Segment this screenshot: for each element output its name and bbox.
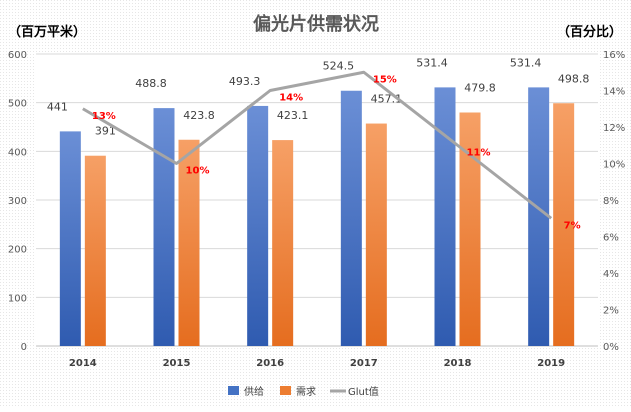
y-tick-left-label: 400	[8, 147, 27, 158]
legend-label: 需求	[296, 386, 316, 398]
x-tick-label: 2019	[537, 358, 565, 369]
bar-supply	[528, 87, 550, 347]
y-tick-right-label: 6%	[603, 233, 619, 244]
y-tick-left-label: 600	[8, 50, 27, 61]
bar-value-label: 441	[47, 100, 68, 113]
legend-label: 供给	[244, 385, 264, 398]
bar-supply	[153, 108, 175, 346]
bar-value-label: 391	[95, 125, 116, 138]
bar-value-label: 488.8	[135, 77, 167, 90]
y-tick-right-label: 14%	[603, 87, 625, 98]
x-tick-label: 2017	[350, 358, 378, 369]
bar-supply	[247, 105, 269, 346]
y-tick-right-label: 12%	[603, 123, 625, 134]
glut-value-label: 13%	[92, 111, 116, 122]
y-axis-right-ticks: 0% 2% 4% 6% 8% 10% 12% 14% 16%	[603, 50, 625, 353]
glut-line: 13% 10% 14% 15% 11% 7%	[82, 70, 581, 231]
bar-value-label: 493.3	[229, 75, 261, 88]
bar-value-label: 531.4	[416, 56, 448, 69]
bar-demand	[553, 103, 575, 346]
y-tick-right-label: 0%	[603, 342, 619, 353]
bar-supply	[59, 131, 81, 346]
y-axis-left-ticks: 0 100 200 300 400 500 600	[8, 50, 27, 353]
y-tick-left-label: 300	[8, 196, 27, 207]
x-tick-label: 2018	[444, 358, 472, 369]
x-tick-label: 2014	[69, 358, 97, 369]
y-tick-left-label: 200	[8, 245, 27, 256]
y-tick-left-label: 500	[8, 99, 27, 110]
x-tick-label: 2016	[256, 358, 284, 369]
glut-value-label: 14%	[279, 93, 303, 104]
chart-title: 偏光片供需状况	[253, 13, 379, 35]
bar-value-label: 423.1	[277, 109, 309, 122]
y-tick-right-label: 16%	[603, 50, 625, 61]
bar-supply	[340, 90, 362, 346]
glut-line-path	[82, 70, 553, 220]
x-tick-label: 2015	[163, 358, 191, 369]
bars: 441391488.8423.8493.3423.1524.5457.1531.…	[47, 56, 590, 347]
bar-value-label: 524.5	[323, 60, 355, 73]
bar-value-label: 531.4	[510, 56, 542, 69]
y-axis-left-label: （百万平米）	[8, 24, 86, 40]
glut-value-label: 11%	[467, 147, 491, 158]
y-tick-right-label: 4%	[603, 269, 619, 280]
bar-supply	[434, 87, 456, 347]
y-tick-right-label: 10%	[603, 160, 625, 171]
x-axis-ticks: 2014 2015 2016 2017 2018 2019	[69, 358, 565, 369]
bar-demand	[365, 123, 387, 346]
gridlines	[36, 53, 598, 347]
bar-demand	[178, 139, 200, 346]
glut-value-label: 7%	[564, 220, 581, 231]
y-tick-left-label: 0	[21, 342, 27, 353]
bar-demand	[459, 112, 481, 346]
bar-demand	[272, 140, 294, 346]
glut-value-label: 15%	[373, 74, 397, 85]
bar-value-label: 498.8	[558, 72, 590, 85]
legend-label: Glut值	[348, 385, 379, 398]
bar-value-label: 479.8	[464, 81, 496, 94]
y-tick-right-label: 2%	[603, 306, 619, 317]
y-tick-left-label: 100	[8, 293, 27, 304]
bar-value-label: 423.8	[183, 109, 215, 122]
legend-swatch	[228, 386, 239, 395]
y-tick-right-label: 8%	[603, 196, 619, 207]
y-axis-right-label: （百分比）	[557, 24, 622, 40]
legend-swatch	[280, 386, 291, 395]
legend: 供给 需求 Glut值	[228, 385, 379, 398]
bar-demand	[84, 155, 106, 346]
glut-value-label: 10%	[186, 166, 210, 177]
